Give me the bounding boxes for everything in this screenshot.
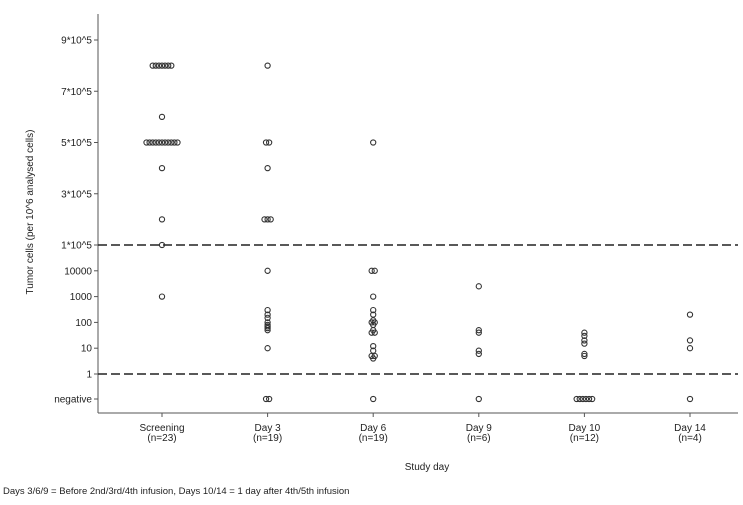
data-point bbox=[161, 62, 169, 69]
data-point bbox=[370, 343, 377, 350]
y-tick-label: 7*10^5 bbox=[61, 87, 92, 98]
data-point bbox=[267, 216, 274, 223]
data-point bbox=[264, 216, 271, 223]
data-point bbox=[264, 345, 271, 352]
data-point bbox=[152, 139, 159, 146]
y-tick-label: 1000 bbox=[70, 292, 93, 303]
y-tick-label: 1 bbox=[86, 370, 92, 381]
x-tick-count: (n=12) bbox=[570, 433, 599, 444]
data-point bbox=[158, 62, 166, 69]
x-axis-label: Study day bbox=[405, 462, 449, 473]
data-point bbox=[589, 395, 596, 403]
data-point bbox=[581, 337, 588, 344]
data-point bbox=[262, 139, 270, 146]
data-point bbox=[165, 62, 172, 69]
data-point bbox=[371, 267, 378, 274]
data-point bbox=[264, 327, 271, 334]
data-point bbox=[168, 62, 175, 69]
data-point bbox=[370, 306, 377, 314]
data-point bbox=[152, 62, 159, 69]
data-point bbox=[264, 311, 271, 318]
y-tick-label: 3*10^5 bbox=[61, 189, 92, 200]
data-point bbox=[149, 139, 156, 146]
data-point bbox=[158, 113, 166, 121]
data-point bbox=[264, 306, 271, 314]
data-point bbox=[370, 355, 377, 362]
y-tick-label: 100 bbox=[75, 318, 92, 329]
x-tick-count: (n=4) bbox=[678, 433, 702, 444]
y-tick-label: 9*10^5 bbox=[61, 36, 92, 47]
data-point bbox=[686, 345, 694, 352]
data-point bbox=[581, 332, 588, 340]
y-axis-label: Tumor cells (per 10^6 analysed cells) bbox=[25, 130, 36, 295]
data-point bbox=[371, 329, 378, 336]
data-point bbox=[161, 139, 169, 146]
data-point bbox=[165, 139, 172, 146]
data-point bbox=[475, 329, 482, 336]
data-point bbox=[264, 314, 271, 322]
data-point bbox=[149, 62, 156, 69]
y-tick-label: 5*10^5 bbox=[61, 138, 92, 149]
data-point bbox=[262, 395, 270, 403]
footnote: Days 3/6/9 = Before 2nd/3rd/4th infusion… bbox=[3, 486, 350, 497]
data-point bbox=[581, 329, 588, 336]
x-tick-label: Day 3 bbox=[255, 423, 282, 434]
data-point bbox=[174, 139, 181, 146]
data-point bbox=[581, 340, 588, 347]
x-tick-count: (n=23) bbox=[147, 433, 176, 444]
data-point bbox=[581, 352, 588, 360]
data-point bbox=[686, 395, 694, 403]
data-point bbox=[264, 164, 271, 172]
data-point bbox=[585, 395, 593, 403]
y-tick-label: 1*10^5 bbox=[61, 241, 92, 252]
data-point bbox=[158, 293, 166, 300]
data-point bbox=[582, 395, 590, 403]
data-point bbox=[158, 216, 166, 223]
y-tick-label: 10 bbox=[81, 344, 93, 355]
x-tick-label: Day 9 bbox=[466, 423, 493, 434]
data-point bbox=[370, 293, 377, 300]
x-tick-label: Screening bbox=[139, 423, 184, 434]
data-point bbox=[475, 350, 482, 358]
data-point bbox=[581, 350, 588, 358]
data-point bbox=[158, 139, 166, 146]
data-point bbox=[576, 395, 583, 403]
x-tick-label: Day 10 bbox=[569, 423, 601, 434]
y-tick-label: 10000 bbox=[64, 266, 92, 277]
data-point bbox=[686, 337, 694, 344]
data-point bbox=[158, 164, 166, 172]
data-point bbox=[171, 139, 178, 146]
data-point bbox=[143, 139, 150, 146]
data-point bbox=[579, 395, 586, 403]
data-point bbox=[261, 216, 268, 223]
data-point bbox=[155, 62, 163, 69]
data-point bbox=[573, 395, 580, 403]
data-point bbox=[368, 267, 375, 274]
x-tick-count: (n=6) bbox=[467, 433, 491, 444]
data-point bbox=[265, 139, 273, 146]
data-point bbox=[155, 139, 163, 146]
data-point bbox=[475, 395, 482, 403]
x-tick-count: (n=19) bbox=[253, 433, 282, 444]
data-point bbox=[264, 62, 271, 69]
data-point bbox=[475, 283, 482, 290]
data-point bbox=[368, 329, 375, 336]
data-point bbox=[146, 139, 153, 146]
data-point bbox=[686, 311, 694, 318]
x-tick-label: Day 6 bbox=[360, 423, 387, 434]
data-point bbox=[168, 139, 175, 146]
data-point bbox=[370, 139, 377, 146]
data-point bbox=[264, 324, 271, 332]
data-point bbox=[370, 395, 377, 403]
data-point bbox=[475, 347, 482, 354]
x-tick-count: (n=19) bbox=[359, 433, 388, 444]
data-point bbox=[158, 241, 166, 249]
y-tick-label: negative bbox=[54, 395, 92, 406]
x-tick-label: Day 14 bbox=[674, 423, 706, 434]
data-point bbox=[475, 327, 482, 334]
data-point bbox=[265, 395, 273, 403]
data-point bbox=[264, 267, 271, 274]
